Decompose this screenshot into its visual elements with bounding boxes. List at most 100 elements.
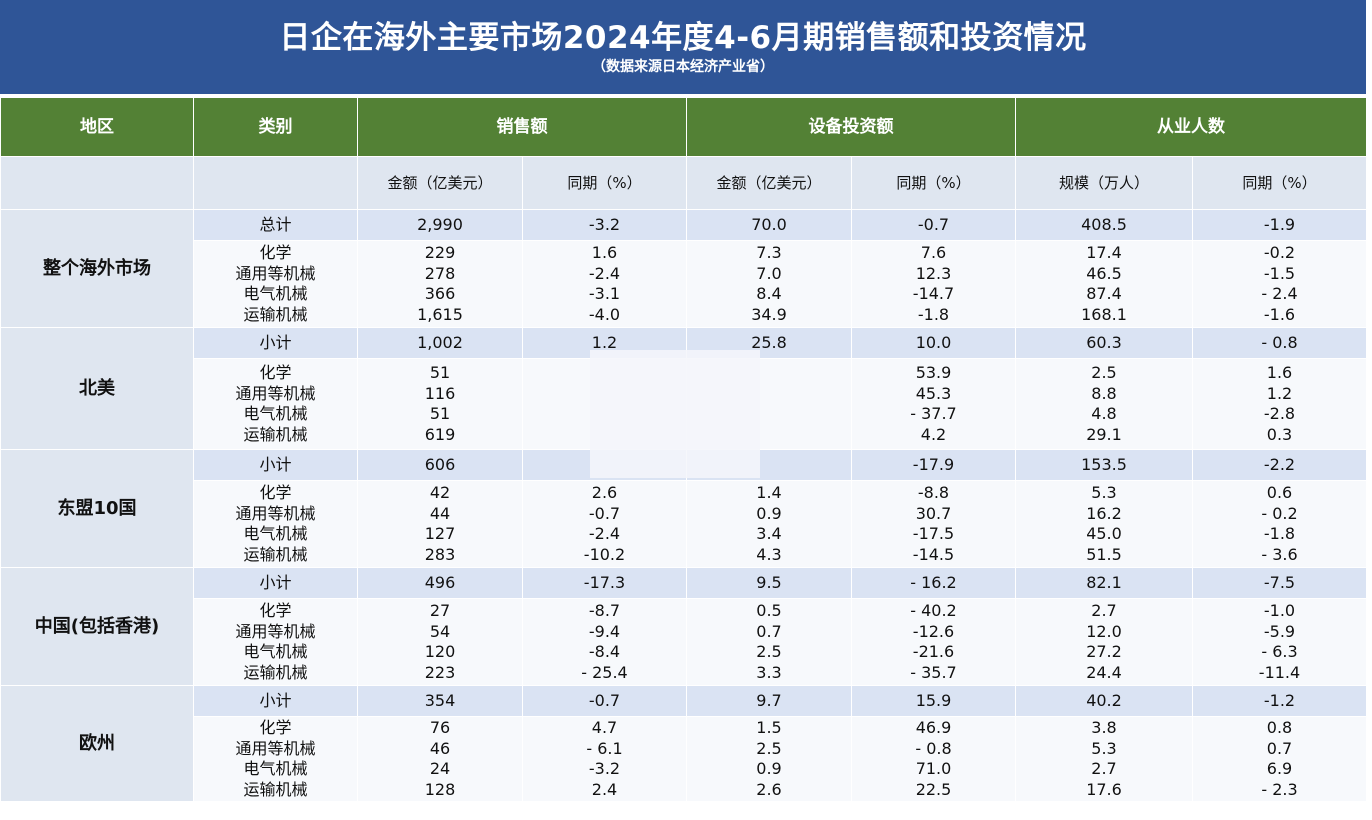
data-table: 地区 类别 销售额 设备投资额 从业人数 金额（亿美元） 同期（%） 金额（亿美… — [0, 97, 1367, 802]
summary-emp-yoy: -2.2 — [1192, 449, 1367, 481]
detail-value: -21.6 — [912, 642, 955, 661]
detail-emp-yoy-cell: -0.2 -1.5- 2.4 -1.6 — [1192, 240, 1367, 328]
detail-sales-yoy-cell: 2.6 -0.7 -2.4 -10.2 — [522, 480, 687, 568]
detail-value: 4.8 — [1091, 404, 1117, 423]
detail-value: 51.5 — [1086, 544, 1122, 564]
header-employees: 从业人数 — [1015, 97, 1367, 157]
detail-sales-cell: 27 54 120 223 — [357, 598, 523, 686]
detail-value: 7.0 — [756, 263, 782, 283]
detail-value: 46.9 — [915, 718, 952, 737]
detail-value: 17.6 — [1086, 779, 1122, 799]
subheader-blank-region — [0, 156, 194, 210]
detail-inv-cell: 1.4 0.9 3.4 4.3 — [686, 480, 852, 568]
detail-value: 0.9 — [756, 759, 782, 778]
detail-value: 0.6 — [1266, 483, 1293, 502]
summary-emp-yoy: - 0.8 — [1192, 327, 1367, 359]
detail-sales-cell: 229 278 366 1,615 — [357, 240, 523, 328]
category-label: 化学 — [259, 483, 292, 502]
summary-label: 小计 — [193, 685, 358, 717]
category-label: 电气机械 — [243, 404, 308, 423]
detail-value: - 37.7 — [910, 404, 957, 423]
detail-value: - 0.2 — [1261, 503, 1298, 523]
detail-value: - 35.7 — [910, 662, 957, 682]
subheader-sales-amount: 金额（亿美元） — [357, 156, 523, 210]
category-label: 电气机械 — [243, 759, 308, 778]
detail-value: -8.8 — [917, 483, 950, 502]
detail-value: -0.2 — [1263, 243, 1296, 262]
summary-inv: 9.5 — [686, 567, 852, 599]
summary-inv-yoy: -0.7 — [851, 209, 1016, 241]
summary-sales-yoy: -17.3 — [522, 567, 687, 599]
summary-sales: 606 — [357, 449, 523, 481]
category-label: 化学 — [259, 363, 292, 382]
summary-inv-yoy: 15.9 — [851, 685, 1016, 717]
detail-value: 51 — [429, 404, 451, 423]
detail-value: 17.4 — [1086, 243, 1122, 262]
detail-value: 2.4 — [591, 779, 618, 799]
detail-value: - 2.4 — [1261, 284, 1298, 303]
detail-value: 1,615 — [417, 304, 463, 324]
detail-value: 54 — [429, 621, 451, 641]
subheader-inv-amount: 金额（亿美元） — [686, 156, 852, 210]
region-name: 北美 — [0, 327, 194, 450]
detail-emp-cell: 5.3 16.2 45.0 51.5 — [1015, 480, 1193, 568]
detail-value: 2.6 — [591, 483, 618, 502]
detail-sales-yoy-cell: 1.6 -2.4 -3.1 -4.0 — [522, 240, 687, 328]
detail-value: -2.4 — [588, 524, 621, 543]
detail-value: 24.4 — [1086, 662, 1122, 682]
detail-value: -2.8 — [1263, 404, 1296, 423]
detail-value: 5.3 — [1091, 483, 1117, 502]
detail-value: 223 — [424, 662, 456, 682]
detail-value: - 3.6 — [1261, 544, 1298, 564]
detail-value: 2.5 — [756, 642, 782, 661]
detail-emp-cell: 2.7 12.0 27.2 24.4 — [1015, 598, 1193, 686]
detail-value: -1.8 — [917, 304, 950, 324]
detail-value: 42 — [429, 483, 451, 502]
summary-label: 总计 — [193, 209, 358, 241]
category-list: 化学 通用等机械 电气机械 运输机械 — [193, 358, 358, 450]
summary-label: 小计 — [193, 567, 358, 599]
summary-emp: 40.2 — [1015, 685, 1193, 717]
detail-value: 3.8 — [1091, 718, 1117, 737]
summary-emp: 408.5 — [1015, 209, 1193, 241]
detail-value: 44 — [429, 503, 451, 523]
detail-value: 278 — [424, 263, 456, 283]
summary-inv: 9.7 — [686, 685, 852, 717]
detail-inv-yoy-cell: 53.9 45.3- 37.7 4.2 — [851, 358, 1016, 450]
category-label: 运输机械 — [243, 424, 308, 444]
summary-inv: 70.0 — [686, 209, 852, 241]
category-list: 化学 通用等机械 电气机械 运输机械 — [193, 598, 358, 686]
summary-label: 小计 — [193, 327, 358, 359]
category-label: 电气机械 — [243, 642, 308, 661]
detail-value: 2.7 — [1091, 759, 1117, 778]
summary-emp: 60.3 — [1015, 327, 1193, 359]
detail-value: - 40.2 — [910, 601, 957, 620]
detail-value: - 6.1 — [586, 738, 623, 758]
table-row: 欧州 小计 354 -0.7 9.7 15.9 40.2 -1.2 — [0, 685, 1367, 802]
summary-sales: 496 — [357, 567, 523, 599]
header-investment: 设备投资额 — [686, 97, 1016, 157]
page-subtitle: （数据来源日本经济产业省） — [592, 59, 774, 75]
summary-sales-yoy: -0.7 — [522, 685, 687, 717]
detail-value: -1.0 — [1263, 601, 1296, 620]
detail-value: 6.9 — [1266, 759, 1293, 778]
detail-value: -14.7 — [912, 284, 955, 303]
detail-emp-cell: 2.5 8.8 4.8 29.1 — [1015, 358, 1193, 450]
category-label: 运输机械 — [243, 779, 308, 799]
category-label: 通用等机械 — [235, 621, 316, 641]
category-label: 运输机械 — [243, 304, 308, 324]
detail-value: 22.5 — [915, 779, 952, 799]
subheader-emp-yoy: 同期（%） — [1192, 156, 1367, 210]
detail-value: 3.4 — [756, 524, 782, 543]
category-label: 化学 — [259, 601, 292, 620]
table-row: 北美 小计 1,002 1.2 25.8 10.0 60.3- 0.8 — [0, 327, 1367, 450]
summary-emp-yoy: -1.9 — [1192, 209, 1367, 241]
summary-emp: 82.1 — [1015, 567, 1193, 599]
detail-value: -8.7 — [588, 601, 621, 620]
detail-value: 76 — [429, 718, 451, 737]
detail-inv-yoy-cell: 46.9- 0.8 71.0 22.5 — [851, 716, 1016, 802]
table-row: 化学 通用等机械 电气机械 运输机械 76 46 24 128 4.7- 6.1 -3.2 2.4 1… — [1, 716, 1367, 802]
table-row: 化学 通用等机械 电气机械 运输机械 27 54 120 223 -8.7 -9.4 -8.4- 2… — [1, 598, 1367, 686]
detail-value: 3.3 — [756, 662, 782, 682]
detail-value: 27.2 — [1086, 642, 1122, 661]
